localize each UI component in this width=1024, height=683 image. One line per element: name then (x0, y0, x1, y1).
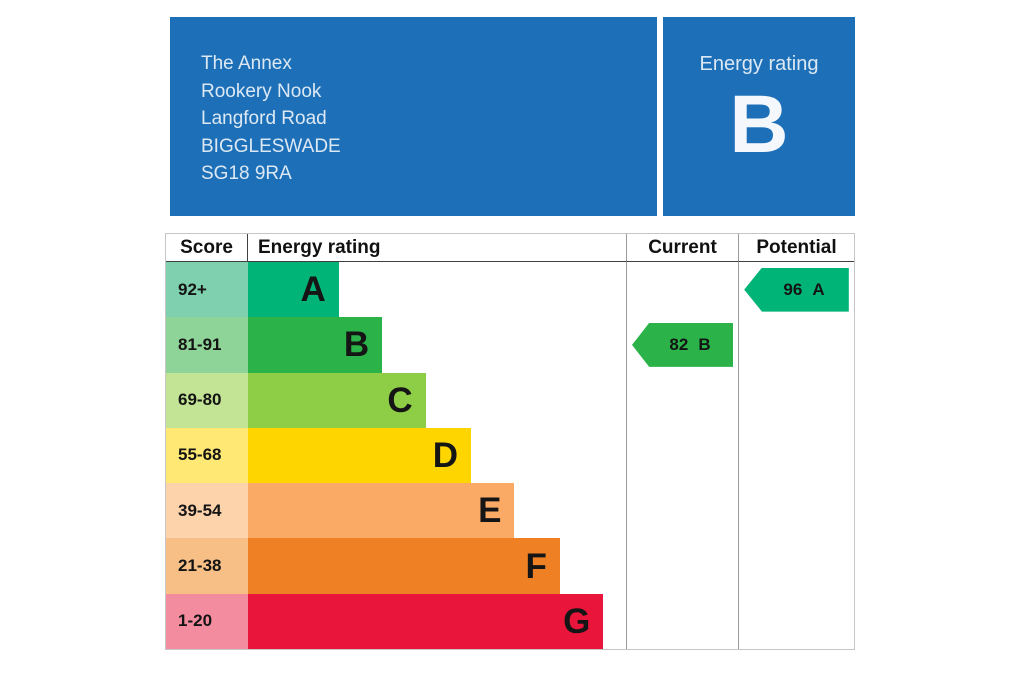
column-header-current: Current (626, 234, 738, 262)
rating-letter: E (478, 491, 502, 531)
potential-cell (738, 372, 854, 428)
address-line: Langford Road (201, 108, 327, 129)
rating-bar: A (248, 262, 339, 318)
rating-letter: B (343, 325, 370, 365)
rating-bar: E (248, 483, 515, 539)
potential-cell (738, 483, 854, 539)
pointer-letter: B (698, 334, 711, 354)
bar-cell: C (248, 372, 626, 428)
pointer-letter: A (812, 279, 825, 299)
score-cell: 69-80 (166, 372, 248, 428)
current-cell (626, 483, 738, 539)
score-cell: 39-54 (166, 483, 248, 539)
potential-cell (738, 427, 854, 484)
column-header-score: Score (166, 234, 248, 262)
current-cell (626, 262, 738, 318)
rating-bar: D (248, 427, 472, 484)
pointer-value: 82 (669, 334, 689, 354)
current-cell (626, 427, 738, 484)
rating-bar: C (248, 372, 426, 428)
address-line: BIGGLESWADE (201, 135, 341, 157)
column-header-potential: Potential (738, 234, 854, 262)
bar-cell: A (248, 262, 626, 318)
potential-cell (738, 593, 854, 649)
address-line: Rookery Nook (201, 80, 322, 102)
bar-cell: E (248, 483, 626, 539)
current-cell (626, 538, 738, 594)
current-cell (626, 593, 738, 649)
potential-rating-pointer: 96 A (744, 267, 849, 312)
epc-header-panel: The Annex Rookery Nook Langford Road BIGGLE… (170, 17, 657, 216)
column-header-energy-rating: Energy rating (248, 234, 626, 262)
rating-bar: G (248, 593, 604, 649)
epc-table: Score Energy rating Current Potential 92… (165, 233, 855, 650)
current-cell: 82 B (626, 317, 738, 373)
rating-letter: F (525, 546, 547, 586)
current-cell (626, 372, 738, 428)
address-line: The Annex (201, 53, 292, 74)
score-cell: 81-91 (166, 317, 248, 373)
current-rating-pointer: 82 B (632, 322, 733, 367)
address-line: SG18 9RA (201, 163, 292, 184)
bar-cell: D (248, 427, 626, 484)
score-cell: 1-20 (166, 593, 248, 649)
potential-cell: 96 A (738, 262, 854, 318)
address-block: The Annex Rookery Nook Langford Road BIGGLE… (201, 50, 657, 188)
energy-rating-value: B (729, 79, 789, 170)
rating-letter: A (300, 270, 326, 310)
rating-bar: B (248, 317, 383, 373)
score-cell: 92+ (166, 262, 248, 318)
score-cell: 21-38 (166, 538, 248, 594)
rating-bar: F (248, 538, 560, 594)
pointer-value: 96 (783, 279, 803, 299)
potential-cell (738, 538, 854, 594)
rating-letter: G (563, 601, 591, 641)
potential-cell (738, 317, 854, 373)
epc-header-panel: Energy rating B (663, 17, 855, 216)
bar-cell: B (248, 317, 626, 373)
rating-letter: D (432, 435, 459, 475)
bar-cell: F (248, 538, 626, 594)
bar-cell: G (248, 593, 626, 649)
rating-letter: C (387, 380, 413, 420)
energy-rating-label: Energy rating (699, 53, 819, 75)
score-cell: 55-68 (166, 427, 248, 484)
